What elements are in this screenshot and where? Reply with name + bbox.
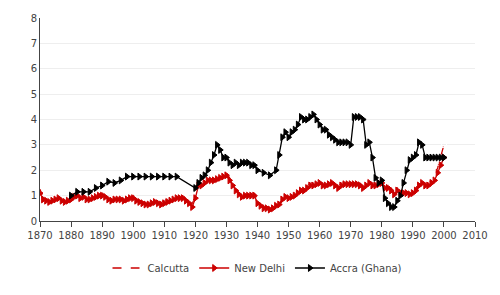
svg-text:8: 8	[31, 13, 37, 24]
svg-text:6: 6	[31, 63, 37, 74]
svg-text:1950: 1950	[276, 230, 301, 241]
svg-text:1880: 1880	[58, 230, 83, 241]
svg-text:7: 7	[31, 38, 37, 49]
svg-text:2000: 2000	[431, 230, 456, 241]
svg-text:1970: 1970	[338, 230, 363, 241]
svg-text:2: 2	[31, 165, 37, 176]
svg-text:1890: 1890	[89, 230, 114, 241]
svg-text:Accra (Ghana): Accra (Ghana)	[330, 263, 402, 274]
svg-text:1900: 1900	[120, 230, 145, 241]
svg-text:1: 1	[31, 190, 37, 201]
svg-text:4: 4	[31, 114, 37, 125]
svg-text:1930: 1930	[214, 230, 239, 241]
svg-text:1870: 1870	[27, 230, 52, 241]
svg-text:2010: 2010	[462, 230, 487, 241]
svg-text:1910: 1910	[152, 230, 177, 241]
svg-text:1980: 1980	[369, 230, 394, 241]
svg-text:3: 3	[31, 139, 37, 150]
svg-text:New Delhi: New Delhi	[234, 263, 285, 274]
svg-text:1920: 1920	[183, 230, 208, 241]
svg-text:1940: 1940	[245, 230, 270, 241]
svg-text:0: 0	[31, 216, 37, 227]
svg-text:Calcutta: Calcutta	[148, 263, 190, 274]
svg-text:5: 5	[31, 89, 37, 100]
svg-text:1960: 1960	[307, 230, 332, 241]
svg-text:1990: 1990	[400, 230, 425, 241]
